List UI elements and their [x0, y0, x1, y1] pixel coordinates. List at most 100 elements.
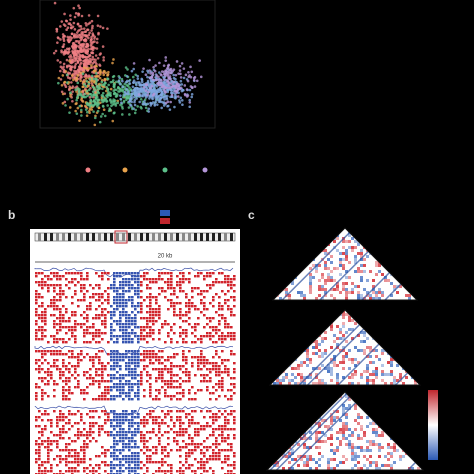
scatter-dot [185, 88, 189, 91]
track-cell [131, 374, 134, 377]
track-cell [125, 320, 128, 323]
scatter-dot [160, 70, 164, 73]
track-cell [107, 296, 110, 299]
track-cell [116, 443, 119, 446]
track-cell [89, 308, 92, 311]
track-cell [176, 296, 179, 299]
track-cell [113, 296, 116, 299]
track-cell [41, 392, 44, 395]
track-cell [137, 458, 140, 461]
hic-cell [354, 446, 357, 449]
track-cell [197, 368, 200, 371]
track-cell [164, 359, 167, 362]
track-cell [209, 287, 212, 290]
scatter-dot [160, 106, 163, 110]
scatter-dot [88, 77, 92, 81]
track-cell [200, 428, 203, 431]
scatter-dot [172, 80, 175, 84]
track-cell [65, 395, 68, 398]
track-cell [206, 335, 209, 338]
track-cell [56, 359, 59, 362]
track-cell [170, 362, 173, 365]
track-cell [197, 461, 200, 464]
track-cell [230, 428, 233, 431]
track-cell [56, 422, 59, 425]
track-cell [158, 278, 161, 281]
track-cell [176, 434, 179, 437]
track-cell [191, 449, 194, 452]
track-cell [41, 287, 44, 290]
track-cell [107, 464, 110, 467]
track-cell [68, 449, 71, 452]
track-cell [170, 284, 173, 287]
track-cell [179, 386, 182, 389]
track-cell [131, 272, 134, 275]
track-cell [113, 374, 116, 377]
track-cell [116, 449, 119, 452]
scatter-dot [90, 80, 94, 83]
scatter-dot [70, 61, 73, 65]
scatter-dot [146, 71, 150, 74]
ideogram-band [104, 233, 107, 241]
track-cell [89, 416, 92, 419]
track-cell [107, 341, 110, 344]
track-cell [188, 305, 191, 308]
track-cell [74, 290, 77, 293]
track-cell [56, 323, 59, 326]
scatter-dot [72, 78, 75, 82]
track-cell [65, 470, 68, 473]
track-cell [227, 275, 230, 278]
track-cell [92, 422, 95, 425]
track-cell [38, 467, 41, 470]
track-cell [233, 392, 236, 395]
track-cell [35, 329, 38, 332]
hic-cell [345, 443, 348, 446]
track-cell [215, 365, 218, 368]
scatter-dot [119, 94, 122, 97]
track-cell [212, 284, 215, 287]
track-cell [74, 365, 77, 368]
track-cell [101, 278, 104, 281]
track-cell [179, 416, 182, 419]
track-cell [152, 452, 155, 455]
hic-cell [336, 464, 339, 467]
track-cell [146, 470, 149, 473]
hic-cell [297, 367, 300, 370]
scatter-dot [121, 79, 124, 83]
hic-cell [276, 379, 279, 382]
track-cell [179, 272, 182, 275]
hic-cell [375, 467, 378, 470]
track-cell [119, 440, 122, 443]
scatter-dot [76, 22, 80, 26]
track-cell [83, 317, 86, 320]
track-cell [200, 293, 203, 296]
ideogram-highlight [114, 230, 128, 244]
hic-cell [369, 464, 372, 467]
track-cell [122, 374, 125, 377]
track-cell [155, 398, 158, 401]
track-cell [92, 296, 95, 299]
track-cell [215, 341, 218, 344]
track-cell [119, 314, 122, 317]
track-cell [89, 341, 92, 344]
track-cell [86, 326, 89, 329]
track-cell [170, 470, 173, 473]
track-cell [77, 383, 80, 386]
track-cell [119, 461, 122, 464]
track-cell [65, 341, 68, 344]
track-cell [56, 299, 59, 302]
track-cell [149, 410, 152, 413]
track-cell [80, 314, 83, 317]
hic-cell [330, 434, 333, 437]
hic-cell [330, 467, 333, 470]
hic-cell [375, 264, 378, 267]
track-cell [44, 308, 47, 311]
track-cell [65, 284, 68, 287]
track-cell [185, 296, 188, 299]
track-cell [125, 326, 128, 329]
track-cell [146, 278, 149, 281]
track-cell [104, 431, 107, 434]
track-cell [56, 383, 59, 386]
track-cell [227, 434, 230, 437]
scatter-dot [125, 74, 129, 78]
